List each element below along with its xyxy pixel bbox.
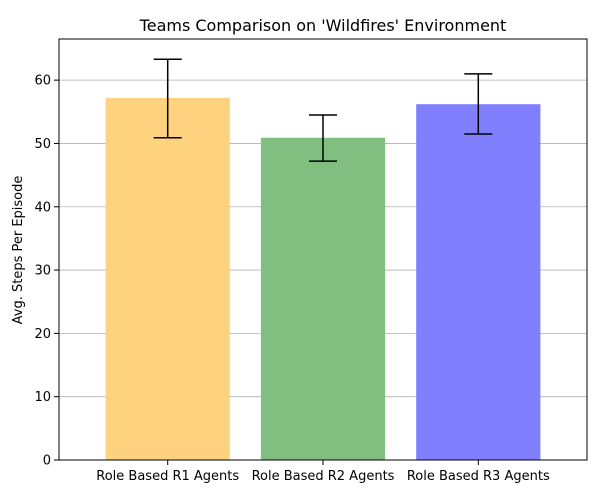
error-bars bbox=[153, 58, 493, 162]
x-axis-ticks: Role Based R1 Agents Role Based R2 Agents… bbox=[96, 460, 550, 484]
y-tick-label: 10 bbox=[34, 390, 51, 405]
x-tick-label: Role Based R3 Agents bbox=[407, 469, 550, 484]
y-tick-label: 0 bbox=[43, 454, 51, 469]
y-tick-label: 30 bbox=[34, 264, 51, 279]
x-tick-label: Role Based R2 Agents bbox=[252, 469, 395, 484]
bar bbox=[416, 104, 541, 460]
bars bbox=[105, 97, 541, 460]
y-axis-label: Avg. Steps Per Episode bbox=[11, 176, 26, 325]
y-tick-label: 20 bbox=[34, 327, 51, 342]
y-tick-label: 40 bbox=[34, 200, 51, 215]
bar bbox=[260, 137, 386, 460]
y-tick-label: 60 bbox=[34, 74, 51, 89]
x-tick-label: Role Based R1 Agents bbox=[96, 469, 239, 484]
chart-title: Teams Comparison on 'Wildfires' Environm… bbox=[139, 16, 507, 35]
bar bbox=[105, 97, 230, 460]
y-tick-label: 50 bbox=[34, 137, 51, 152]
y-axis-ticks: 0 10 20 30 40 50 60 bbox=[34, 74, 59, 469]
